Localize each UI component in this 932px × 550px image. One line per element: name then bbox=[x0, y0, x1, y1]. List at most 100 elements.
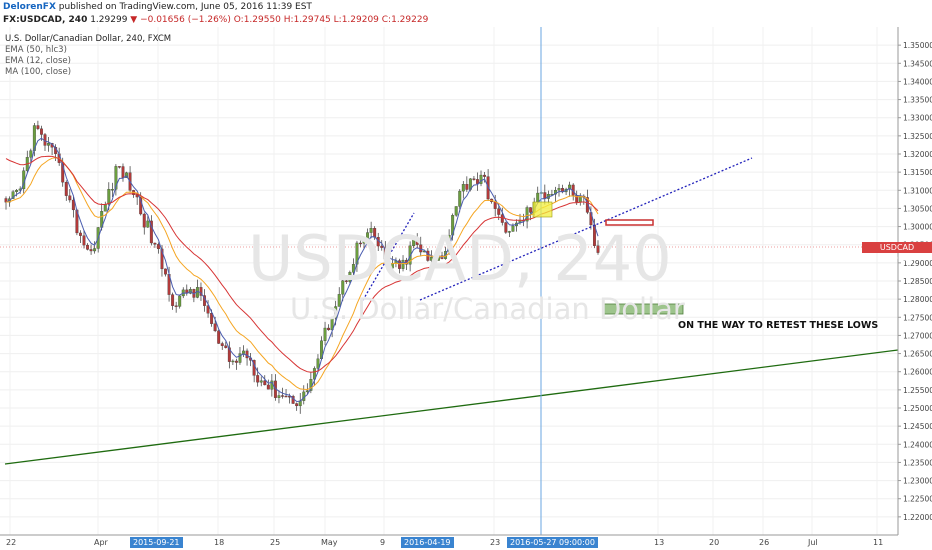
time-tick-label: 22 bbox=[6, 538, 16, 547]
candle-up bbox=[47, 143, 50, 146]
candle-up bbox=[557, 188, 561, 191]
candle-down bbox=[174, 305, 178, 307]
price-tick-label: 1.30500 bbox=[903, 204, 932, 213]
candle-up bbox=[366, 232, 370, 240]
price-change: ▼ −0.01656 (−1.26%) bbox=[130, 15, 231, 25]
time-tick-label: 25 bbox=[270, 538, 280, 547]
candle-down bbox=[206, 305, 210, 314]
candle-up bbox=[348, 272, 352, 282]
badge-symbol: USDCAD bbox=[879, 243, 915, 252]
candle-down bbox=[71, 199, 75, 211]
candle-down bbox=[220, 343, 224, 346]
candle-up bbox=[259, 380, 263, 383]
candle-down bbox=[344, 280, 348, 282]
price-tick-label: 1.33000 bbox=[903, 114, 932, 123]
chart-grid bbox=[0, 27, 898, 535]
candle-up bbox=[479, 174, 483, 184]
candle-down bbox=[64, 182, 68, 196]
candle-down bbox=[359, 242, 362, 245]
time-tick-label: 9 bbox=[380, 538, 385, 547]
candle-down bbox=[373, 228, 377, 238]
price-tick-label: 1.31500 bbox=[903, 168, 932, 177]
candle-up bbox=[277, 395, 281, 398]
candle-up bbox=[525, 207, 529, 222]
candle-down bbox=[543, 192, 547, 199]
badge-price: 1.29299 bbox=[880, 254, 914, 263]
candle-down bbox=[476, 179, 479, 184]
price-tick-label: 1.28000 bbox=[903, 295, 932, 304]
candle-up bbox=[337, 294, 341, 307]
candle-up bbox=[351, 264, 355, 273]
candle-down bbox=[36, 125, 40, 129]
time-tick-label: Jul bbox=[807, 538, 818, 547]
price-tick-label: 1.28500 bbox=[903, 277, 932, 286]
candle-down bbox=[39, 128, 43, 135]
candle-down bbox=[160, 248, 164, 270]
candle-down bbox=[398, 260, 401, 269]
time-tick-label: 13 bbox=[654, 538, 664, 547]
candle-down bbox=[504, 222, 508, 233]
candle-down bbox=[171, 294, 175, 306]
candle-up bbox=[125, 172, 128, 178]
date-flag-3: 2016-05-27 09:00:00 bbox=[507, 537, 598, 548]
candle-down bbox=[78, 232, 82, 236]
legend-ema50[interactable]: EMA (50, hlc3) bbox=[5, 45, 67, 55]
chart-annotation: ON THE WAY TO RETEST THESE LOWS bbox=[678, 320, 879, 331]
candle-up bbox=[341, 280, 345, 295]
price-tick-label: 1.34500 bbox=[903, 59, 932, 68]
candle-down bbox=[217, 330, 221, 344]
legend-ema12[interactable]: EMA (12, close) bbox=[5, 56, 71, 66]
candle-down bbox=[234, 360, 238, 363]
candle-up bbox=[15, 190, 19, 192]
candle-up bbox=[458, 190, 462, 207]
legend-title: U.S. Dollar/Canadian Dollar, 240, FXCM bbox=[5, 34, 172, 44]
candle-down bbox=[596, 245, 600, 253]
author-link[interactable]: DelorenFX bbox=[3, 2, 56, 12]
price-tick-label: 1.24000 bbox=[903, 440, 932, 449]
candle-down bbox=[142, 213, 146, 228]
candle-down bbox=[281, 395, 284, 397]
candle-down bbox=[415, 239, 419, 245]
candle-up bbox=[323, 327, 327, 341]
price-tick-label: 1.34000 bbox=[903, 77, 932, 86]
candle-down bbox=[68, 195, 72, 201]
candle-up bbox=[107, 189, 111, 205]
candle-up bbox=[114, 166, 118, 190]
candle-down bbox=[213, 323, 217, 332]
target-zone-box bbox=[603, 303, 684, 315]
candle-down bbox=[135, 194, 139, 198]
candle-up bbox=[412, 239, 416, 247]
candle-down bbox=[256, 375, 260, 383]
candle-up bbox=[511, 225, 515, 232]
candle-down bbox=[500, 214, 504, 223]
candle-up bbox=[305, 390, 309, 393]
candle-up bbox=[242, 350, 245, 354]
candle-down bbox=[284, 395, 288, 398]
candle-down bbox=[295, 403, 299, 407]
dotted-trendline-long bbox=[419, 157, 753, 301]
time-tick-label: 20 bbox=[709, 538, 719, 547]
candle-down bbox=[156, 244, 160, 250]
candle-down bbox=[245, 350, 249, 359]
time-tick-label: 26 bbox=[759, 538, 769, 547]
last-price-badge: USDCAD 1.29299 bbox=[862, 242, 932, 263]
candle-up bbox=[437, 255, 440, 261]
ma100-line bbox=[5, 155, 599, 373]
candle-down bbox=[227, 347, 231, 362]
candle-up bbox=[231, 360, 235, 363]
dotted-trendline-short bbox=[362, 212, 415, 301]
candle-down bbox=[465, 184, 469, 190]
time-tick-label: 11 bbox=[873, 538, 883, 547]
ohlc-values: O:1.29550 H:1.29745 L:1.29209 C:1.29229 bbox=[233, 15, 429, 25]
candle-up bbox=[316, 358, 320, 369]
candle-down bbox=[497, 208, 501, 215]
candle-down bbox=[82, 235, 86, 246]
candle-down bbox=[224, 345, 228, 348]
legend-ma100[interactable]: MA (100, close) bbox=[5, 67, 72, 77]
candle-down bbox=[472, 178, 476, 180]
candle-up bbox=[29, 150, 33, 158]
price-tick-label: 1.23000 bbox=[903, 477, 932, 486]
time-tick-label: 18 bbox=[214, 538, 224, 547]
price-tick-label: 1.32000 bbox=[903, 150, 932, 159]
